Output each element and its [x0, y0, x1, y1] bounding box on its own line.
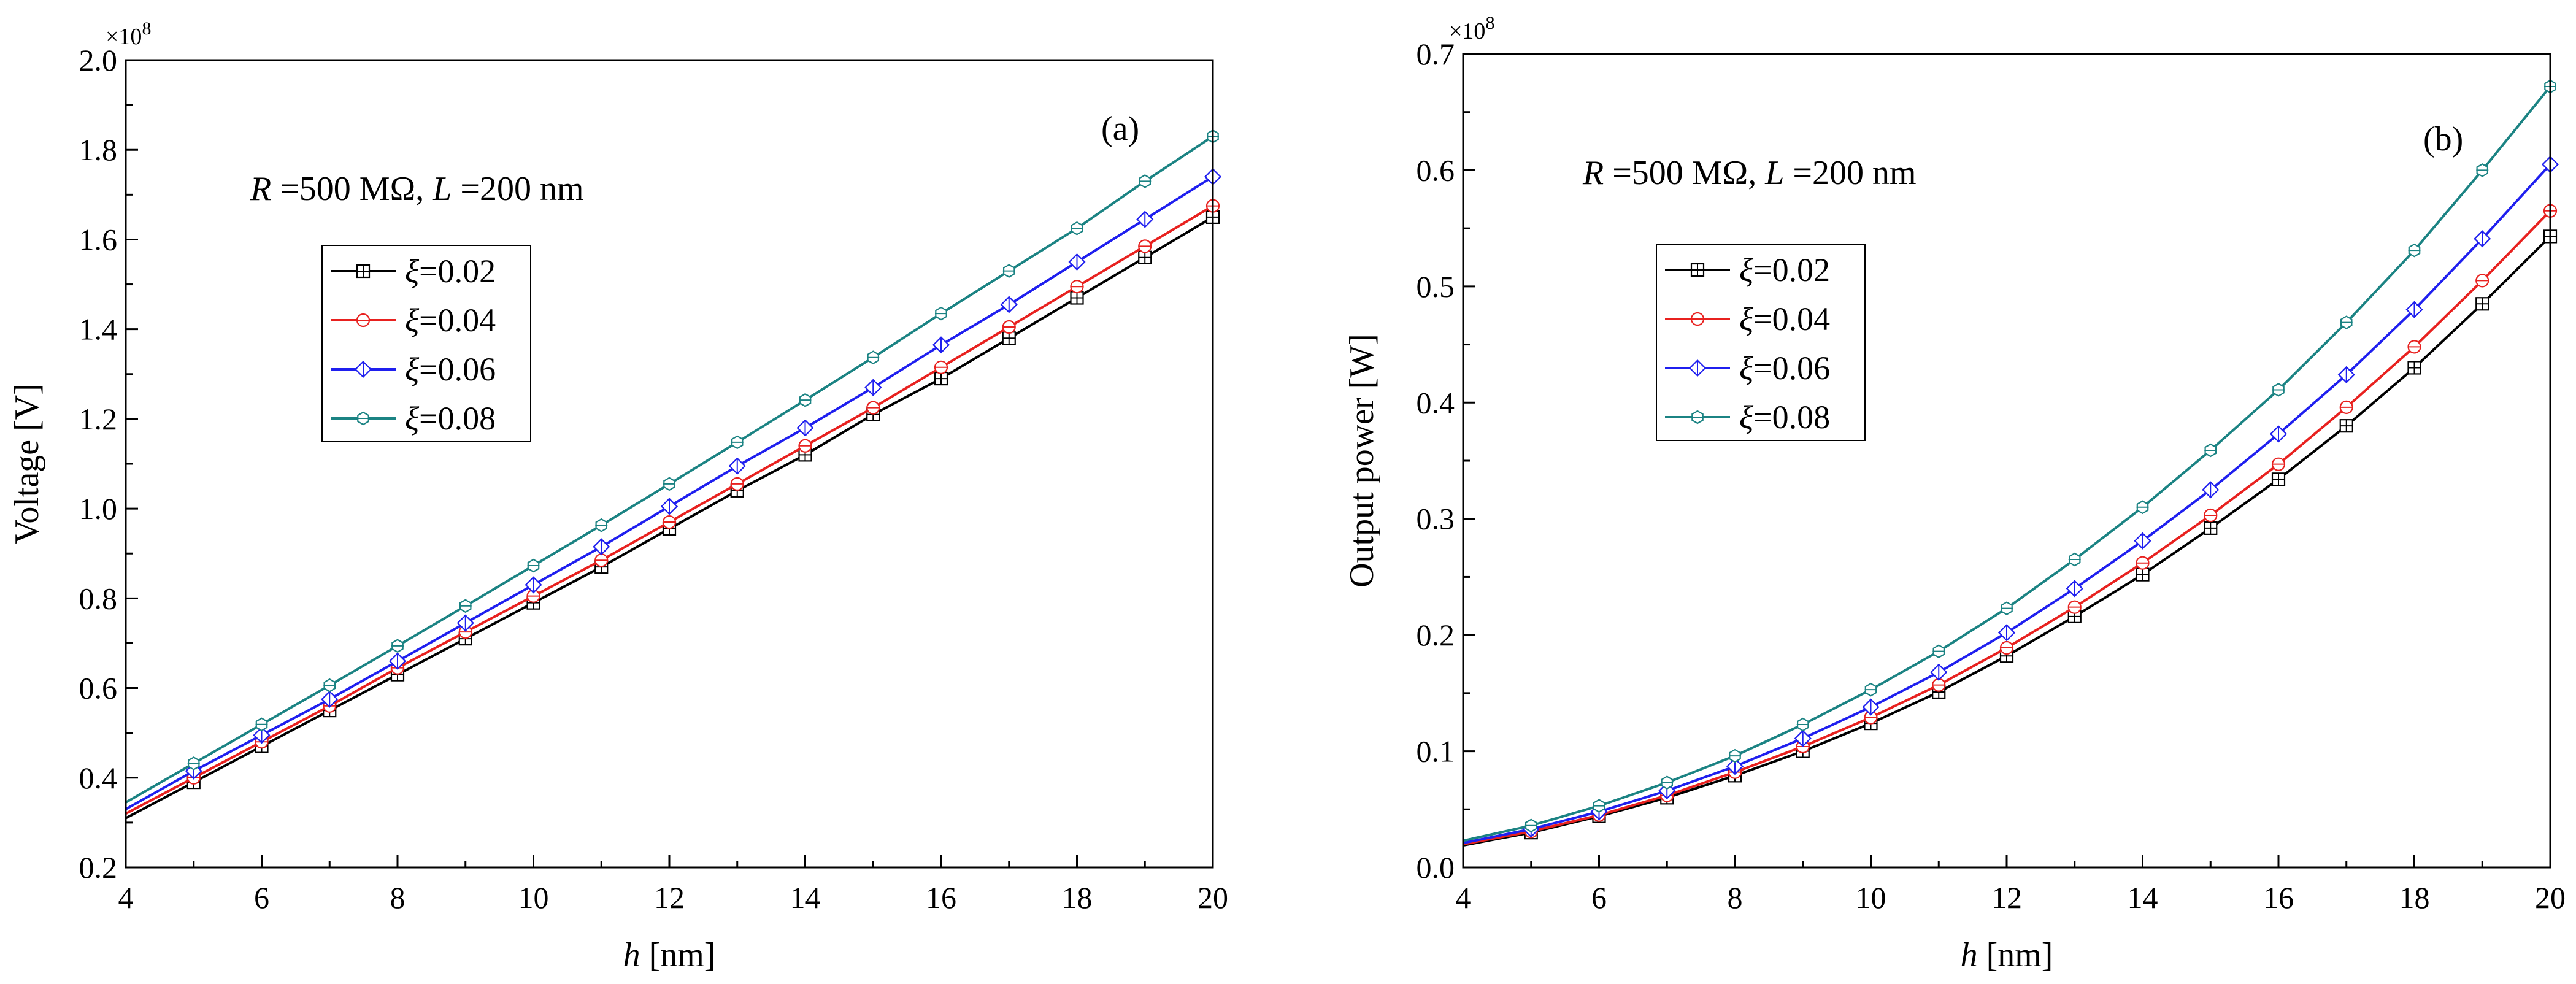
- y-tick-label: 0.2: [1417, 618, 1455, 652]
- x-tick-label: 18: [1062, 880, 1093, 915]
- series-line: [1463, 163, 2551, 845]
- parameters-annotation: R =500 MΩ, L =200 nm: [1582, 154, 1917, 192]
- y-tick-label: 0.7: [1417, 37, 1455, 71]
- y-tick-label: 1.4: [79, 312, 118, 347]
- y-tick-label: 1.0: [79, 491, 118, 526]
- legend-label: ξ=0.04: [405, 302, 496, 339]
- legend-label: ξ=0.02: [405, 253, 496, 290]
- y-axis-label: Output power [W]: [1343, 334, 1381, 588]
- series-line: [1463, 85, 2551, 842]
- series-ξ=0.06: [1463, 155, 2559, 845]
- x-tick-label: 16: [2263, 880, 2294, 915]
- x-tick-label: 16: [926, 880, 956, 915]
- panel-label-b: (b): [2423, 120, 2463, 158]
- series-line: [1463, 210, 2551, 846]
- panel-label-a: (a): [1101, 110, 1139, 148]
- series-ξ=0.04: [1463, 204, 2558, 846]
- series-line: [125, 175, 1214, 810]
- legend-entry: ξ=0.04: [1665, 301, 1830, 337]
- series-ξ=0.08: [1463, 79, 2556, 842]
- legend-label: ξ=0.06: [1739, 350, 1830, 386]
- x-tick-label: 6: [1591, 880, 1607, 915]
- y-tick-label: 0.4: [1417, 385, 1455, 420]
- y-axis-label: Voltage [V]: [8, 383, 46, 544]
- x-tick-label: 12: [1991, 880, 2022, 915]
- y-tick-label: 0.2: [79, 850, 118, 885]
- x-axis-label: h [nm]: [1961, 936, 2053, 974]
- plot-frame: [125, 59, 1214, 869]
- x-tick-label: 8: [1728, 880, 1743, 915]
- x-tick-label: 10: [518, 880, 549, 915]
- y-axis-multiplier: ×108: [1449, 13, 1494, 44]
- x-axis-label: h [nm]: [623, 936, 716, 974]
- voltage-chart: ×108 (a) R =500 MΩ, L =200 nm 4 6 8 10 12 14 1…: [8, 18, 1228, 974]
- y-tick-label: 0.5: [1417, 269, 1455, 304]
- y-tick-label: 0.0: [1417, 850, 1455, 885]
- output-power-chart: ×108 (b) R =500 MΩ, L =200 nm 4 6 8 10 12 14 1…: [1343, 13, 2566, 974]
- legend-label: ξ=0.08: [405, 400, 496, 437]
- series-ξ=0.02: [1463, 229, 2558, 847]
- series-line: [1463, 235, 2551, 847]
- y-tick-label: 0.4: [79, 761, 118, 795]
- y-tick-label: 0.6: [1417, 153, 1455, 187]
- legend-label: ξ=0.08: [1739, 399, 1830, 436]
- plot-frame: [1462, 53, 2551, 869]
- legend: ξ=0.02 ξ=0.04 ξ=0.06 ξ=0.08: [321, 245, 531, 442]
- x-tick-label: 12: [654, 880, 685, 915]
- x-tick-label: 20: [1198, 880, 1228, 915]
- y-tick-label: 1.2: [79, 402, 118, 436]
- x-tick-label: 4: [118, 880, 134, 915]
- legend-entry: ξ=0.06: [331, 351, 496, 388]
- legend-entry: ξ=0.08: [331, 400, 496, 437]
- y-tick-label: 0.3: [1417, 502, 1455, 536]
- x-tick-label: 14: [790, 880, 821, 915]
- x-tick-label: 6: [254, 880, 269, 915]
- series-ξ=0.08: [125, 129, 1219, 804]
- legend-label: ξ=0.06: [405, 351, 496, 388]
- parameters-annotation: R =500 MΩ, L =200 nm: [250, 170, 584, 208]
- legend-entry: ξ=0.08: [1665, 399, 1830, 436]
- legend-label: ξ=0.02: [1739, 252, 1830, 288]
- series-ξ=0.06: [125, 168, 1222, 810]
- legend-entry: ξ=0.04: [331, 302, 496, 339]
- x-tick-label: 4: [1456, 880, 1471, 915]
- y-tick-label: 0.6: [79, 671, 118, 705]
- legend-entry: ξ=0.02: [1665, 252, 1830, 288]
- x-tick-label: 8: [390, 880, 406, 915]
- legend-box: [321, 245, 531, 442]
- legend-entry: ξ=0.02: [331, 253, 496, 290]
- legend: ξ=0.02 ξ=0.04 ξ=0.06 ξ=0.08: [1656, 244, 1866, 441]
- x-tick-label: 20: [2535, 880, 2566, 915]
- y-tick-label: 2.0: [79, 43, 118, 77]
- y-tick-label: 0.8: [79, 581, 118, 615]
- legend-box: [1656, 244, 1866, 441]
- legend-label: ξ=0.04: [1739, 301, 1830, 337]
- x-tick-label: 18: [2399, 880, 2430, 915]
- y-axis-multiplier: ×108: [106, 18, 151, 50]
- x-tick-label: 14: [2128, 880, 2158, 915]
- y-tick-label: 1.6: [79, 222, 118, 256]
- series-line: [125, 135, 1214, 804]
- x-tick-label: 10: [1856, 880, 1886, 915]
- y-tick-label: 1.8: [79, 133, 118, 167]
- legend-entry: ξ=0.06: [1665, 350, 1830, 386]
- y-tick-label: 0.1: [1417, 734, 1455, 769]
